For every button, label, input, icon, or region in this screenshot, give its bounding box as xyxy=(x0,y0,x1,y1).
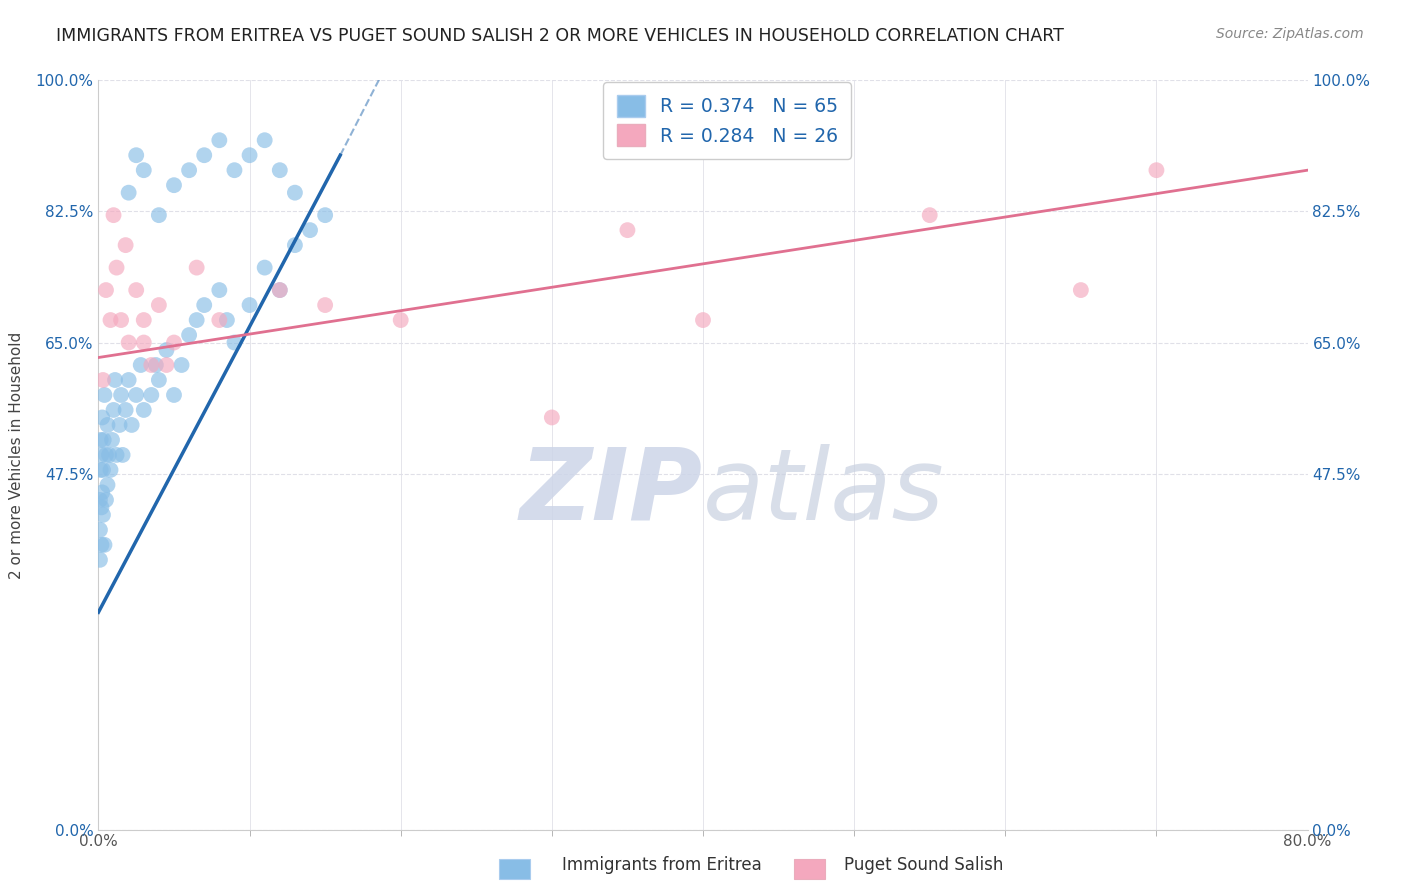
Point xyxy=(239,298,262,312)
Text: ZIP: ZIP xyxy=(520,444,703,541)
Point xyxy=(179,328,201,343)
Point xyxy=(163,388,186,402)
Text: Puget Sound Salish: Puget Sound Salish xyxy=(844,855,1002,873)
Legend: R = 0.374   N = 65, R = 0.284   N = 26: R = 0.374 N = 65, R = 0.284 N = 26 xyxy=(603,82,851,160)
Point xyxy=(132,403,155,417)
Point xyxy=(100,463,122,477)
Point xyxy=(540,410,562,425)
Point xyxy=(118,186,141,200)
Point xyxy=(269,163,291,178)
Point xyxy=(103,208,125,222)
Point xyxy=(114,403,136,417)
Point xyxy=(148,373,170,387)
Point xyxy=(125,148,148,162)
Point xyxy=(208,283,231,297)
Point xyxy=(163,178,186,193)
Point xyxy=(104,373,127,387)
Point xyxy=(89,492,111,507)
Point xyxy=(253,133,276,147)
Point xyxy=(148,298,170,312)
Point xyxy=(90,463,112,477)
Point xyxy=(253,260,276,275)
Point xyxy=(108,417,131,432)
Text: atlas: atlas xyxy=(703,444,945,541)
Point xyxy=(299,223,322,237)
Point xyxy=(125,388,148,402)
Point xyxy=(114,238,136,252)
Point xyxy=(284,238,307,252)
Point xyxy=(93,433,115,447)
Y-axis label: 2 or more Vehicles in Household: 2 or more Vehicles in Household xyxy=(10,331,24,579)
Point xyxy=(193,148,215,162)
Point xyxy=(96,478,118,492)
Point xyxy=(918,208,941,222)
Point xyxy=(215,313,238,327)
Point xyxy=(89,523,111,537)
Point xyxy=(179,163,201,178)
Point xyxy=(90,538,112,552)
Text: Source: ZipAtlas.com: Source: ZipAtlas.com xyxy=(1216,27,1364,41)
Point xyxy=(91,410,114,425)
Point xyxy=(132,163,155,178)
Point xyxy=(94,492,117,507)
Point xyxy=(105,260,128,275)
Point xyxy=(155,358,177,372)
Point xyxy=(105,448,128,462)
Point xyxy=(90,500,112,515)
Point xyxy=(208,313,231,327)
Point xyxy=(90,433,112,447)
Point xyxy=(141,388,163,402)
Point xyxy=(94,283,117,297)
Point xyxy=(284,186,307,200)
Point xyxy=(269,283,291,297)
Point xyxy=(103,403,125,417)
Point xyxy=(94,448,117,462)
Point xyxy=(118,373,141,387)
Point xyxy=(1146,163,1168,178)
Point xyxy=(101,433,124,447)
Point xyxy=(132,313,155,327)
Point xyxy=(125,283,148,297)
Point xyxy=(90,448,112,462)
Point xyxy=(269,283,291,297)
Point xyxy=(93,538,115,552)
Point xyxy=(224,163,246,178)
Point xyxy=(389,313,412,327)
Text: IMMIGRANTS FROM ERITREA VS PUGET SOUND SALISH 2 OR MORE VEHICLES IN HOUSEHOLD CO: IMMIGRANTS FROM ERITREA VS PUGET SOUND S… xyxy=(56,27,1064,45)
Point xyxy=(148,208,170,222)
Point xyxy=(170,358,193,372)
Point xyxy=(91,485,114,500)
Point xyxy=(111,448,134,462)
Point xyxy=(616,223,638,237)
Point xyxy=(132,335,155,350)
Point xyxy=(118,335,141,350)
Point xyxy=(239,148,262,162)
Point xyxy=(91,508,114,522)
Point xyxy=(186,260,208,275)
Point xyxy=(91,373,114,387)
Point xyxy=(193,298,215,312)
Point xyxy=(208,133,231,147)
Point xyxy=(129,358,152,372)
Point xyxy=(93,388,115,402)
Point xyxy=(314,208,336,222)
Point xyxy=(692,313,714,327)
Point xyxy=(155,343,177,357)
Point xyxy=(110,313,132,327)
Point xyxy=(141,358,163,372)
Point xyxy=(145,358,167,372)
Point xyxy=(224,335,246,350)
Point xyxy=(1070,283,1092,297)
Point xyxy=(100,313,122,327)
Point xyxy=(110,388,132,402)
Point xyxy=(96,417,118,432)
Point xyxy=(163,335,186,350)
Point xyxy=(314,298,336,312)
Point xyxy=(89,553,111,567)
Text: Immigrants from Eritrea: Immigrants from Eritrea xyxy=(562,855,762,873)
Point xyxy=(186,313,208,327)
Point xyxy=(91,463,114,477)
Point xyxy=(121,417,143,432)
Point xyxy=(98,448,121,462)
